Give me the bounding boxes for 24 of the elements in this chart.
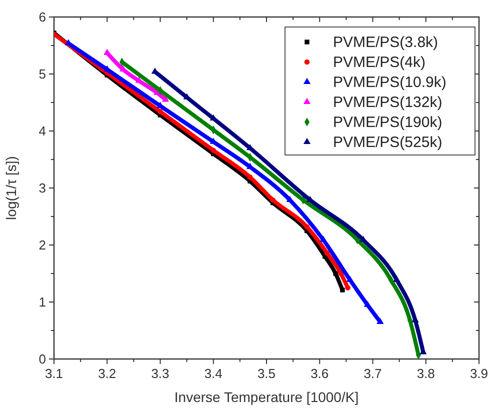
legend-label: PVME/PS(4k) <box>333 54 426 71</box>
y-tick-label: 3 <box>38 180 46 196</box>
y-tick-label: 5 <box>38 66 46 82</box>
y-tick-label: 6 <box>38 10 46 24</box>
legend-label: PVME/PS(525k) <box>333 134 442 151</box>
y-axis-title: log(1/τ [s]) <box>3 156 19 220</box>
x-tick-label: 3.2 <box>98 366 116 381</box>
legend-label: PVME/PS(190k) <box>333 114 442 131</box>
x-tick-label: 3.8 <box>416 366 435 381</box>
x-tick-label: 3.9 <box>470 366 488 381</box>
x-tick-label: 3.1 <box>44 366 64 381</box>
x-tick-label: 3.3 <box>151 366 170 381</box>
y-tick-label: 2 <box>38 238 46 252</box>
legend-label: PVME/PS(10.9k) <box>333 74 446 91</box>
y-tick-label: 1 <box>38 294 46 310</box>
legend-label: PVME/PS(132k) <box>333 94 442 111</box>
y-tick-label: 0 <box>38 352 46 366</box>
x-axis-title: Inverse Temperature [1000/K] <box>174 389 359 405</box>
x-tick-label: 3.4 <box>204 366 222 381</box>
y-tick-label: 4 <box>38 124 46 138</box>
x-tick-label: 3.6 <box>310 366 329 381</box>
legend-label: PVME/PS(3.8k) <box>333 34 438 51</box>
x-tick-label: 3.7 <box>364 366 382 381</box>
x-tick-label: 3.5 <box>257 366 276 381</box>
